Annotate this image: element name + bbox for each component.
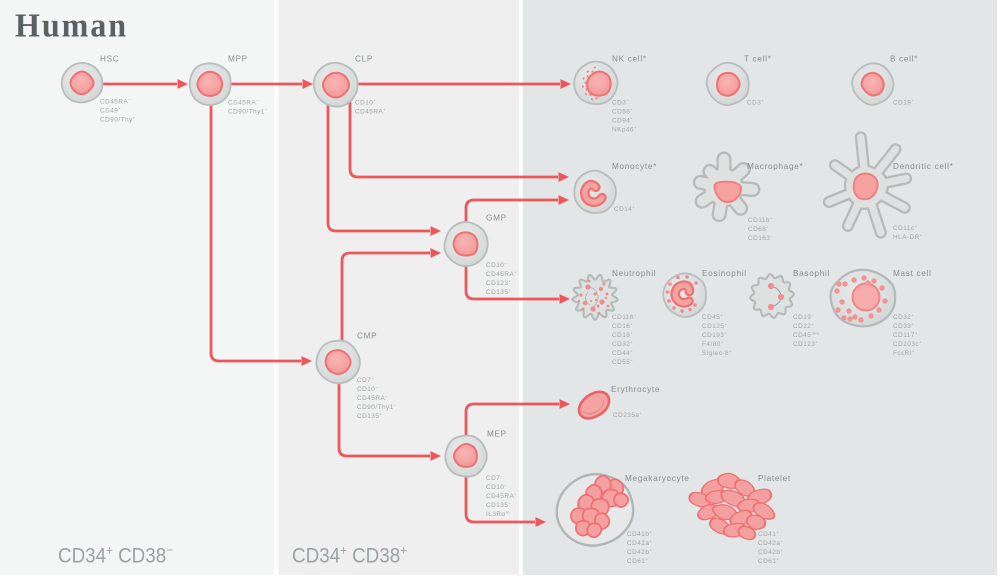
svg-text:Platelet: Platelet (758, 474, 791, 483)
svg-text:CD7−: CD7− (486, 474, 503, 482)
svg-text:T cell*: T cell* (744, 55, 772, 64)
svg-text:HSC: HSC (100, 55, 119, 64)
svg-text:CD45RA−: CD45RA− (100, 97, 131, 105)
svg-text:CD68+: CD68+ (748, 225, 769, 233)
svg-text:CD61+: CD61+ (627, 557, 648, 565)
svg-text:IL3Rαlo: IL3Rαlo (486, 510, 510, 518)
svg-text:Megakaryocyte: Megakaryocyte (625, 474, 690, 483)
svg-text:CD3−: CD3− (612, 98, 629, 106)
svg-text:HLA-DR+: HLA-DR+ (893, 233, 923, 241)
svg-text:CD90/Thy1−: CD90/Thy1− (357, 403, 397, 411)
svg-text:CD10−: CD10− (486, 483, 507, 491)
svg-text:CD90/Thy+: CD90/Thy+ (100, 115, 136, 123)
svg-text:CMP: CMP (357, 332, 377, 341)
svg-text:CD49+: CD49+ (100, 106, 121, 114)
svg-text:Basophil: Basophil (793, 269, 830, 278)
svg-text:CD11b+: CD11b+ (748, 216, 773, 224)
svg-text:CD19−: CD19− (793, 313, 814, 321)
svg-text:CD135+: CD135+ (486, 288, 511, 296)
svg-text:CD10−: CD10− (486, 261, 507, 269)
svg-text:Human: Human (15, 8, 128, 45)
svg-text:CD135−: CD135− (486, 501, 511, 509)
svg-text:NKp46+: NKp46+ (612, 125, 637, 133)
svg-text:CD94+: CD94+ (612, 116, 633, 124)
svg-text:CD32+: CD32+ (612, 340, 633, 348)
svg-text:CD41+: CD41+ (758, 530, 779, 538)
svg-text:CD55+: CD55+ (612, 358, 633, 366)
svg-text:CD235a+: CD235a+ (613, 411, 642, 419)
svg-text:CD7−: CD7− (357, 376, 374, 384)
svg-text:CD42a+: CD42a+ (627, 539, 652, 547)
svg-text:CD135+: CD135+ (357, 412, 382, 420)
svg-text:CD45RA−: CD45RA− (486, 492, 517, 500)
svg-text:CD41b+: CD41b+ (627, 530, 652, 538)
svg-text:CD32+: CD32+ (893, 313, 914, 321)
svg-text:MPP: MPP (228, 55, 248, 64)
svg-text:B cell*: B cell* (890, 55, 918, 64)
svg-text:CD90/Thy1−: CD90/Thy1− (228, 107, 268, 115)
svg-text:CD16+: CD16+ (612, 322, 633, 330)
svg-text:CD11c+: CD11c+ (893, 224, 918, 232)
svg-text:CD125+: CD125+ (702, 322, 727, 330)
svg-text:CD14+: CD14+ (614, 205, 635, 213)
svg-text:CD56+: CD56+ (612, 107, 633, 115)
svg-text:Dendritic cell*: Dendritic cell* (893, 162, 954, 171)
svg-text:CD203c+: CD203c+ (893, 340, 922, 348)
svg-text:GMP: GMP (486, 214, 507, 223)
svg-text:CD22+: CD22+ (793, 322, 814, 330)
svg-text:CD45dim: CD45dim (793, 331, 819, 339)
svg-text:CD19+: CD19+ (893, 98, 914, 106)
svg-text:CD163−: CD163− (748, 234, 773, 242)
svg-text:CD11b+: CD11b+ (612, 313, 637, 321)
svg-text:Siglec-8+: Siglec-8+ (702, 349, 732, 357)
svg-text:CD34+ CD38−: CD34+ CD38− (58, 542, 173, 567)
svg-text:CD45RA+: CD45RA+ (355, 107, 386, 115)
svg-text:CD117+: CD117+ (893, 331, 918, 339)
svg-text:CD123+: CD123+ (486, 279, 511, 287)
svg-text:CD193+: CD193+ (702, 331, 727, 339)
svg-text:CD45RA+: CD45RA+ (486, 270, 517, 278)
svg-text:Macrophage*: Macrophage* (747, 162, 804, 171)
svg-text:CD45RA−: CD45RA− (357, 394, 388, 402)
svg-text:CD42a+: CD42a+ (758, 539, 783, 547)
svg-text:CD10+: CD10+ (355, 98, 376, 106)
svg-text:CD34+ CD38+: CD34+ CD38+ (292, 542, 407, 567)
svg-text:NK cell*: NK cell* (612, 55, 647, 64)
svg-text:F4/80+: F4/80+ (702, 340, 724, 348)
svg-text:CD33+: CD33+ (893, 322, 914, 330)
svg-text:CD3+: CD3+ (747, 98, 764, 106)
svg-text:CD45RA−: CD45RA− (228, 98, 259, 106)
svg-text:CD42b+: CD42b+ (627, 548, 652, 556)
svg-text:CD45+: CD45+ (702, 313, 723, 321)
svg-text:FcεRI+: FcεRI+ (893, 349, 915, 357)
svg-text:CLP: CLP (355, 55, 373, 64)
svg-text:Eosinophil: Eosinophil (702, 269, 747, 278)
svg-text:CD10−: CD10− (357, 385, 378, 393)
svg-text:CD44+: CD44+ (612, 349, 633, 357)
svg-text:CD123+: CD123+ (793, 340, 818, 348)
svg-text:CD61+: CD61+ (758, 557, 779, 565)
svg-text:CD42b+: CD42b+ (758, 548, 783, 556)
svg-text:Mast cell: Mast cell (893, 269, 932, 278)
svg-text:Erythrocyte: Erythrocyte (611, 385, 660, 394)
svg-text:Neutrophil: Neutrophil (612, 269, 656, 278)
svg-text:Monocyte*: Monocyte* (612, 162, 657, 171)
svg-text:MEP: MEP (487, 430, 507, 439)
svg-text:CD18+: CD18+ (612, 331, 633, 339)
